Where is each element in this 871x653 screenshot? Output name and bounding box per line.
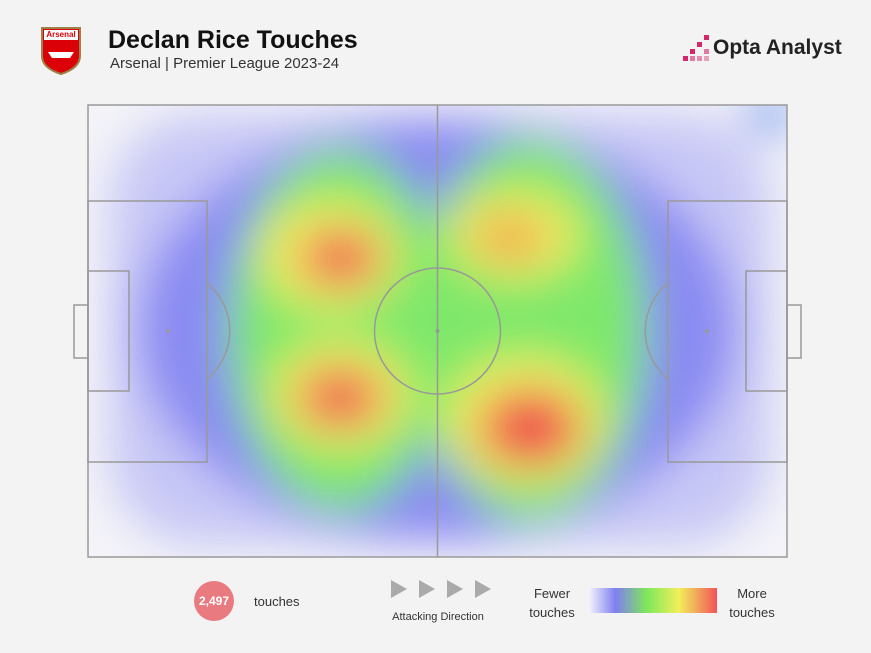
pitch-spots	[166, 329, 709, 333]
touch-badge	[194, 581, 234, 621]
club-crest	[41, 27, 81, 76]
touch-total: 2,497	[198, 594, 230, 608]
touch-label: touches	[254, 594, 300, 609]
title: Declan Rice Touches	[108, 26, 358, 54]
legend-gradient	[590, 588, 717, 613]
direction-label: Attacking Direction	[392, 611, 484, 623]
legend-high: More touches	[729, 586, 775, 620]
crest-label: Arsenal	[46, 30, 76, 39]
brand: Opta Analyst	[713, 36, 842, 59]
direction-arrows	[391, 580, 491, 598]
brand-logo	[683, 35, 709, 61]
heatmap	[88, 105, 787, 557]
legend-low: Fewer touches	[529, 586, 575, 620]
subtitle: Arsenal | Premier League 2023-24	[110, 55, 340, 72]
